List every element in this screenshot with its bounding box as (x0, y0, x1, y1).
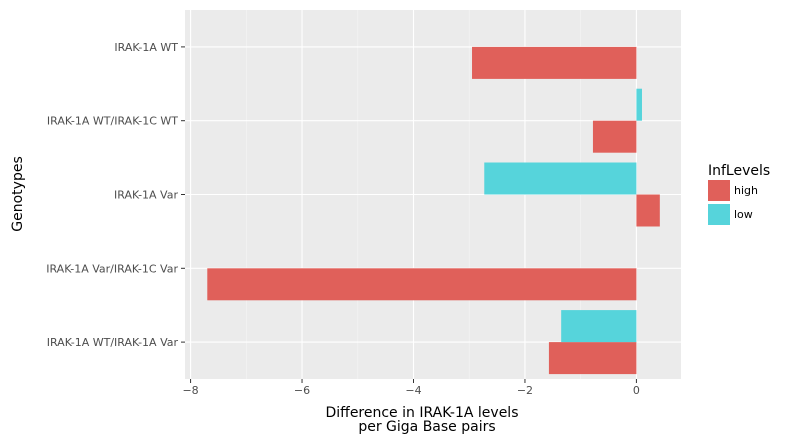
x-tick-label: −2 (517, 384, 533, 397)
bar-low-1 (636, 88, 642, 121)
legend-key-low (708, 204, 730, 225)
bar-high-1 (592, 120, 637, 153)
bar-high-3 (207, 268, 637, 301)
legend-label-high: high (734, 184, 758, 197)
legend-key-high (708, 180, 730, 201)
ticks: −8 −6 −4 −2 0 IRAK-1A WT IRAK-1A WT/IRAK-1C WT… (46, 41, 640, 397)
y-tick-label: IRAK-1A Var/IRAK-1C Var (46, 262, 178, 275)
x-axis-title-line1: Difference in IRAK-1A levels (326, 405, 519, 421)
bar-high-4 (548, 342, 637, 375)
x-tick-label: −4 (405, 384, 421, 397)
y-axis-title: Genotypes (10, 156, 26, 231)
bar-low-4 (561, 310, 637, 343)
y-tick-label: IRAK-1A WT (114, 41, 178, 54)
legend-title: InfLevels (708, 163, 770, 179)
y-tick-label: IRAK-1A WT/IRAK-1A Var (47, 336, 179, 349)
legend-label-low: low (734, 208, 753, 221)
bar-high-2 (636, 194, 660, 227)
x-tick-label: 0 (633, 384, 640, 397)
bar-high-0 (472, 46, 637, 79)
x-axis-title-line2: per Giga Base pairs (358, 419, 495, 435)
y-tick-label: IRAK-1A Var (114, 189, 178, 202)
x-tick-label: −8 (182, 384, 198, 397)
bars (207, 46, 660, 375)
bar-low-2 (484, 162, 637, 195)
legend: InfLevels high low (708, 163, 770, 225)
x-tick-label: −6 (294, 384, 310, 397)
y-tick-label: IRAK-1A WT/IRAK-1C WT (47, 115, 178, 128)
